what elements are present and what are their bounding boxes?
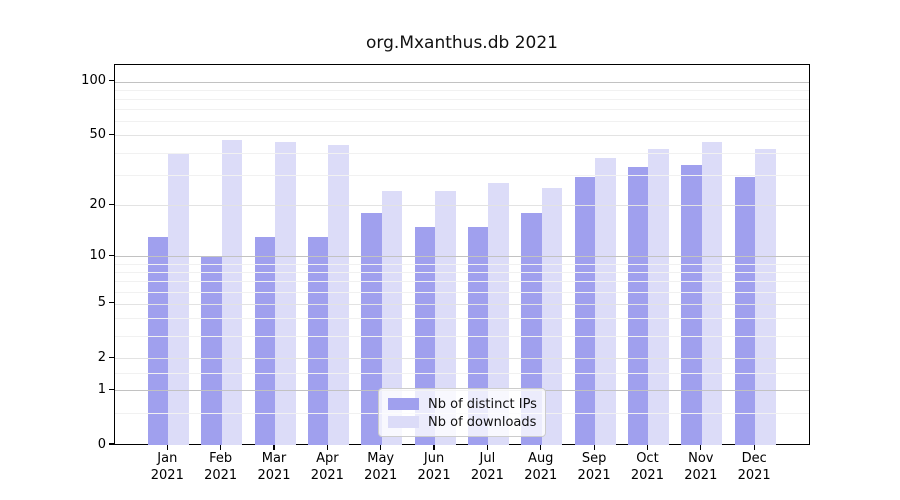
grid-line-50 (115, 135, 809, 137)
grid-minor-line-40 (115, 152, 809, 154)
y-tick-label-0: 0 (97, 436, 106, 452)
bar-nb-of-downloads-jun (435, 191, 456, 445)
y-tick-label-50: 50 (89, 126, 106, 142)
y-tick-mark-10 (109, 254, 114, 256)
x-tick-mark-oct (646, 445, 649, 450)
x-tick-mark-aug (540, 445, 542, 450)
x-tick-label-aug: Aug 2021 (524, 451, 558, 483)
grid-minor-line-9 (115, 263, 809, 265)
x-tick-mark-sep (593, 445, 595, 450)
y-tick-mark-2 (109, 356, 114, 359)
x-tick-mark-jan (166, 445, 168, 450)
y-tick-label-100: 100 (81, 73, 106, 88)
legend-swatch-distinct-ips (388, 398, 419, 410)
bar-nb-of-distinct-ips-feb (201, 256, 222, 445)
bar-nb-of-distinct-ips-oct (627, 167, 649, 445)
grid-minor-line-3 (115, 335, 809, 337)
bar-nb-of-downloads-jul (488, 182, 509, 445)
chart-title: org.Mxanthus.db 2021 (366, 33, 558, 53)
y-tick-label-2: 2 (97, 349, 106, 365)
y-tick-label-10: 10 (89, 247, 106, 263)
grid-minor-line-1.5 (115, 372, 809, 374)
legend-label-downloads: Nb of downloads (428, 414, 537, 430)
grid-minor-line-80 (115, 98, 809, 100)
grid-minor-line-7 (115, 281, 809, 283)
x-tick-mark-nov (700, 445, 702, 450)
grid-minor-line-30 (115, 174, 809, 176)
y-tick-mark-0 (109, 443, 114, 445)
grid-minor-line-70 (115, 109, 809, 111)
bar-nb-of-downloads-oct (648, 148, 669, 445)
x-tick-label-feb: Feb 2021 (204, 451, 238, 483)
y-tick-label-1: 1 (97, 381, 106, 397)
y-tick-mark-100 (109, 79, 114, 82)
bar-nb-of-downloads-dec (755, 148, 776, 445)
grid-minor-line-90 (115, 89, 809, 91)
x-tick-mark-apr (326, 445, 328, 450)
x-tick-label-oct: Oct 2021 (630, 451, 664, 483)
bar-nb-of-downloads-sep (595, 158, 616, 445)
grid-line-5 (115, 303, 809, 305)
x-tick-mark-jul (486, 445, 488, 450)
bar-nb-of-downloads-aug (541, 188, 563, 445)
bar-nb-of-distinct-ips-dec (734, 177, 756, 445)
bar-nb-of-distinct-ips-jan (147, 237, 169, 445)
x-tick-mark-feb (220, 445, 222, 450)
x-tick-mark-may (380, 445, 382, 450)
bar-nb-of-downloads-mar (275, 141, 296, 445)
y-tick-mark-20 (109, 203, 114, 205)
grid-minor-line-4 (115, 318, 809, 320)
grid-minor-line-60 (115, 121, 809, 123)
plot-area: Nb of distinct IPs Nb of downloads (114, 64, 810, 445)
legend-item-downloads: Nb of downloads (388, 413, 536, 431)
bar-nb-of-distinct-ips-may (361, 213, 382, 445)
x-tick-label-sep: Sep 2021 (577, 451, 611, 483)
x-tick-label-apr: Apr 2021 (310, 451, 344, 483)
y-tick-label-20: 20 (89, 196, 106, 212)
x-tick-label-jun: Jun 2021 (417, 451, 451, 483)
bar-nb-of-downloads-may (381, 191, 403, 445)
y-tick-mark-50 (109, 133, 114, 135)
bar-nb-of-distinct-ips-mar (254, 237, 275, 445)
y-tick-mark-5 (109, 302, 114, 304)
x-tick-label-nov: Nov 2021 (684, 451, 718, 483)
grid-minor-line-8 (115, 271, 809, 273)
grid-minor-line-6 (115, 291, 809, 293)
bar-nb-of-downloads-apr (328, 145, 349, 445)
legend: Nb of distinct IPs Nb of downloads (378, 388, 546, 437)
y-tick-mark-1 (109, 388, 114, 390)
bar-nb-of-distinct-ips-sep (574, 177, 596, 445)
x-tick-label-dec: Dec 2021 (737, 451, 771, 483)
x-tick-mark-jun (433, 445, 435, 450)
bar-nb-of-downloads-nov (701, 141, 723, 445)
x-tick-mark-mar (273, 445, 275, 450)
grid-line-100 (115, 81, 809, 83)
bar-nb-of-downloads-jan (168, 154, 189, 445)
x-tick-label-jul: Jul 2021 (470, 451, 504, 483)
y-tick-label-5: 5 (97, 295, 106, 311)
x-tick-label-mar: Mar 2021 (257, 451, 291, 483)
grid-line-10 (115, 256, 809, 258)
legend-swatch-downloads (388, 416, 419, 428)
x-tick-mark-dec (753, 445, 755, 450)
grid-line-20 (115, 205, 809, 207)
legend-item-distinct-ips: Nb of distinct IPs (388, 395, 537, 413)
grid-line-2 (115, 358, 809, 360)
x-tick-label-may: May 2021 (364, 451, 398, 483)
legend-label-distinct-ips: Nb of distinct IPs (428, 396, 537, 412)
x-tick-label-jan: Jan 2021 (150, 451, 184, 483)
bar-nb-of-distinct-ips-aug (521, 213, 542, 445)
bar-nb-of-distinct-ips-nov (681, 164, 702, 445)
bar-nb-of-distinct-ips-apr (307, 237, 329, 445)
